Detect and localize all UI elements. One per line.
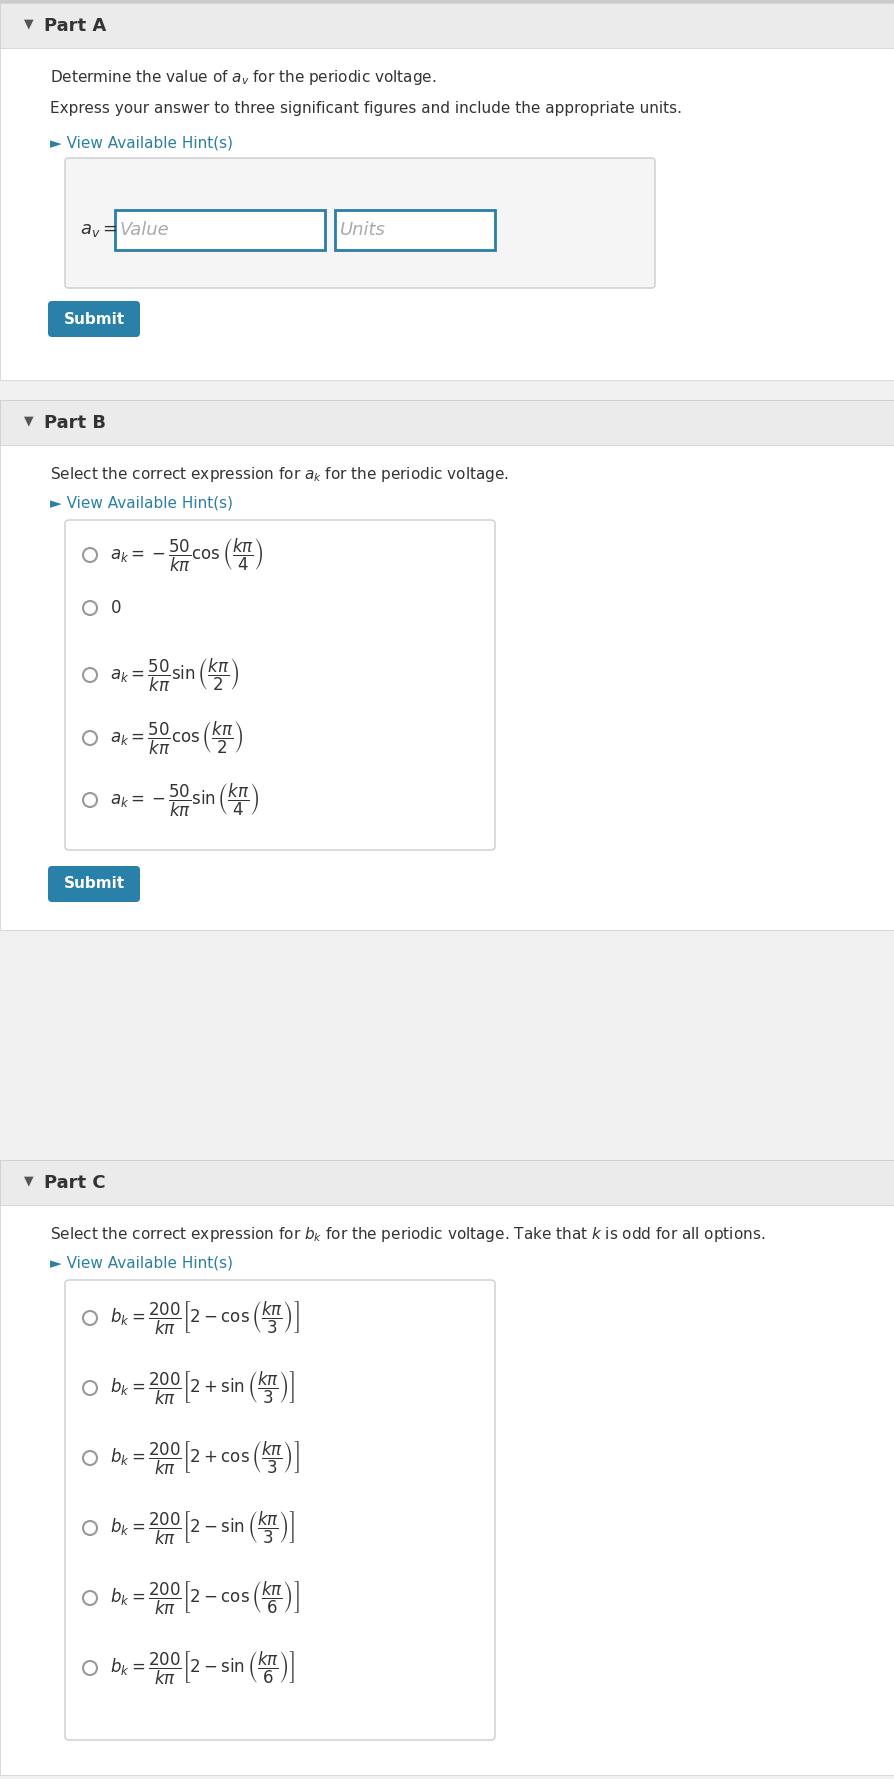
Circle shape — [83, 731, 97, 745]
Circle shape — [83, 793, 97, 808]
Circle shape — [83, 548, 97, 562]
Text: Submit: Submit — [63, 311, 124, 327]
Text: Express your answer to three significant figures and include the appropriate uni: Express your answer to three significant… — [50, 101, 682, 116]
Circle shape — [83, 667, 97, 681]
Text: Part B: Part B — [44, 415, 106, 432]
Bar — [0, 0, 894, 4]
Text: $0$: $0$ — [110, 600, 122, 617]
Text: ► View Available Hint(s): ► View Available Hint(s) — [50, 135, 233, 151]
Circle shape — [83, 1590, 97, 1605]
Text: Value: Value — [120, 221, 170, 238]
Text: Submit: Submit — [63, 877, 124, 891]
Bar — [0, 1160, 894, 1775]
Text: ▼: ▼ — [24, 415, 34, 427]
Bar — [0, 400, 894, 445]
Text: $b_k = \dfrac{200}{k\pi}\left[2 - \cos\left(\dfrac{k\pi}{6}\right)\right]$: $b_k = \dfrac{200}{k\pi}\left[2 - \cos\l… — [110, 1580, 299, 1617]
Bar — [0, 4, 894, 48]
FancyBboxPatch shape — [65, 158, 655, 288]
Bar — [115, 210, 325, 251]
Text: ► View Available Hint(s): ► View Available Hint(s) — [50, 1254, 233, 1270]
FancyBboxPatch shape — [48, 866, 140, 902]
Text: $a_v =$: $a_v =$ — [80, 221, 118, 238]
Text: ▼: ▼ — [24, 1174, 34, 1187]
Text: Select the correct expression for $a_k$ for the periodic voltage.: Select the correct expression for $a_k$ … — [50, 464, 509, 484]
Text: $b_k = \dfrac{200}{k\pi}\left[2 - \sin\left(\dfrac{k\pi}{3}\right)\right]$: $b_k = \dfrac{200}{k\pi}\left[2 - \sin\l… — [110, 1509, 296, 1546]
Circle shape — [83, 1521, 97, 1535]
Text: $a_k = \dfrac{50}{k\pi}\sin\left(\dfrac{k\pi}{2}\right)$: $a_k = \dfrac{50}{k\pi}\sin\left(\dfrac{… — [110, 656, 239, 694]
Circle shape — [83, 1452, 97, 1464]
Bar — [0, 4, 894, 381]
Circle shape — [83, 1381, 97, 1395]
Text: $b_k = \dfrac{200}{k\pi}\left[2 - \sin\left(\dfrac{k\pi}{6}\right)\right]$: $b_k = \dfrac{200}{k\pi}\left[2 - \sin\l… — [110, 1649, 296, 1686]
FancyBboxPatch shape — [65, 519, 495, 850]
Text: $b_k = \dfrac{200}{k\pi}\left[2 + \sin\left(\dfrac{k\pi}{3}\right)\right]$: $b_k = \dfrac{200}{k\pi}\left[2 + \sin\l… — [110, 1370, 296, 1407]
Text: Units: Units — [340, 221, 386, 238]
Text: Select the correct expression for $b_k$ for the periodic voltage. Take that $k$ : Select the correct expression for $b_k$ … — [50, 1226, 765, 1244]
Text: $b_k = \dfrac{200}{k\pi}\left[2 + \cos\left(\dfrac{k\pi}{3}\right)\right]$: $b_k = \dfrac{200}{k\pi}\left[2 + \cos\l… — [110, 1439, 299, 1477]
Text: $a_k = -\dfrac{50}{k\pi}\sin\left(\dfrac{k\pi}{4}\right)$: $a_k = -\dfrac{50}{k\pi}\sin\left(\dfrac… — [110, 781, 259, 818]
Text: $b_k = \dfrac{200}{k\pi}\left[2 - \cos\left(\dfrac{k\pi}{3}\right)\right]$: $b_k = \dfrac{200}{k\pi}\left[2 - \cos\l… — [110, 1299, 299, 1336]
Circle shape — [83, 601, 97, 616]
Bar — [0, 1160, 894, 1204]
Circle shape — [83, 1311, 97, 1325]
Bar — [335, 210, 495, 251]
FancyBboxPatch shape — [48, 301, 140, 336]
Text: Part A: Part A — [44, 18, 106, 36]
Text: ► View Available Hint(s): ► View Available Hint(s) — [50, 495, 233, 511]
Text: $a_k = -\dfrac{50}{k\pi}\cos\left(\dfrac{k\pi}{4}\right)$: $a_k = -\dfrac{50}{k\pi}\cos\left(\dfrac… — [110, 537, 264, 573]
Text: Determine the value of $a_v$ for the periodic voltage.: Determine the value of $a_v$ for the per… — [50, 68, 436, 87]
FancyBboxPatch shape — [65, 1281, 495, 1740]
Text: ▼: ▼ — [24, 18, 34, 30]
Circle shape — [83, 1662, 97, 1676]
Text: Part C: Part C — [44, 1174, 105, 1192]
Bar — [0, 400, 894, 930]
Text: $a_k = \dfrac{50}{k\pi}\cos\left(\dfrac{k\pi}{2}\right)$: $a_k = \dfrac{50}{k\pi}\cos\left(\dfrac{… — [110, 719, 243, 756]
